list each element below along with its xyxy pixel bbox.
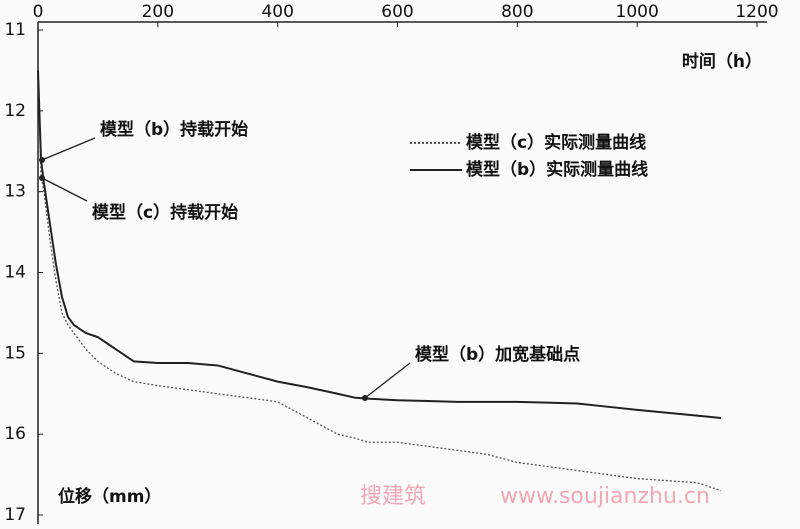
watermark: www.soujianzhu.cn [500, 484, 710, 509]
annotation-dot [362, 395, 368, 401]
x-tick-label: 1200 [735, 2, 778, 22]
annotation: 模型（c）持载开始 [92, 202, 238, 223]
y-axis-label: 位移（mm） [58, 486, 161, 507]
y-tick-label: 17 [4, 505, 26, 525]
legend-label: 模型（b）实际测量曲线 [466, 159, 648, 180]
x-axis-label: 时间（h） [682, 51, 762, 72]
x-tick-label: 800 [501, 2, 533, 22]
annotation: 模型（b）持载开始 [100, 119, 248, 140]
x-tick-label: 0 [33, 2, 44, 22]
watermark: 搜建筑 [360, 484, 426, 509]
series-line [37, 70, 722, 419]
y-tick-label: 11 [4, 20, 26, 40]
y-tick-label: 15 [4, 343, 26, 363]
annotation-arrow [41, 137, 96, 161]
annotation: 模型（b）加宽基础点 [415, 344, 580, 365]
x-tick-label: 400 [261, 2, 293, 22]
series-line [37, 70, 722, 492]
annotation-dot [39, 157, 45, 163]
y-tick-label: 13 [4, 182, 26, 202]
legend-label: 模型（c）实际测量曲线 [466, 132, 646, 153]
x-tick-label: 1000 [616, 2, 659, 22]
y-tick-label: 16 [4, 424, 26, 444]
annotation-dot [39, 175, 45, 181]
y-tick-label: 12 [4, 101, 26, 121]
y-tick-label: 14 [4, 263, 26, 283]
annotation-arrow [41, 177, 88, 202]
annotation-arrow [364, 362, 411, 399]
x-tick-label: 200 [142, 2, 174, 22]
x-tick-label: 600 [381, 2, 413, 22]
